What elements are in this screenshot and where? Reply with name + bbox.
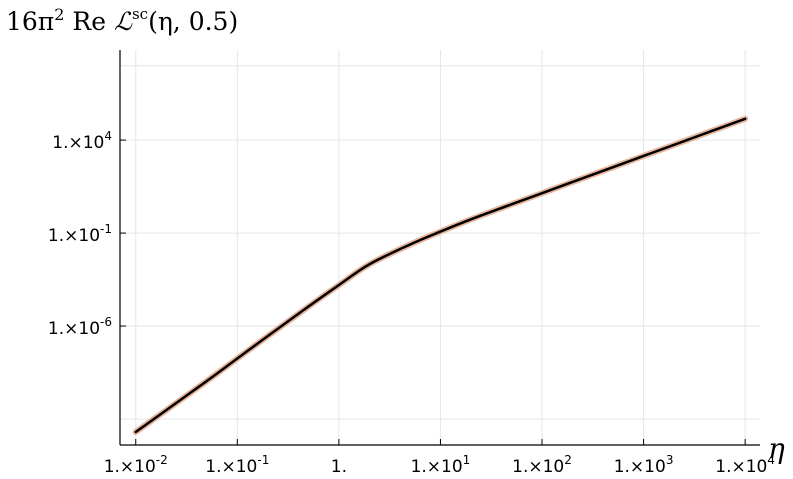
grid-lines xyxy=(120,50,760,445)
y-tick-label: 1.×104 xyxy=(52,129,112,153)
data-point xyxy=(612,166,614,168)
x-tick-label: 1. xyxy=(331,457,347,477)
x-tick-label: 1.×103 xyxy=(614,453,674,477)
x-tick-label: 1.×10-2 xyxy=(104,453,168,477)
data-point xyxy=(338,284,340,286)
data-point xyxy=(206,380,208,382)
data-point xyxy=(409,243,411,246)
y-tick-label: 1.×10-1 xyxy=(48,222,112,246)
data-point xyxy=(642,155,645,157)
x-tick-label: 1.×10-1 xyxy=(205,453,269,477)
data-point xyxy=(236,357,238,360)
data-point xyxy=(571,181,574,183)
data-point xyxy=(267,335,269,337)
ticks xyxy=(120,139,746,445)
data-point xyxy=(673,144,675,146)
data-point xyxy=(470,218,472,220)
data-point xyxy=(368,263,371,265)
x-tick-label: 1.×101 xyxy=(411,453,471,477)
x-tick-label: 1.×102 xyxy=(512,453,572,477)
series-layer xyxy=(132,115,749,435)
tick-labels: 1.×10-2 1.×10-1 1. 1.×101 1.×102 1.×103 1.×104… xyxy=(48,129,775,477)
data-point xyxy=(135,431,137,433)
data-point xyxy=(165,409,167,411)
data-point xyxy=(744,118,746,120)
data-point xyxy=(713,129,716,131)
data-point xyxy=(307,306,309,308)
data-point xyxy=(541,192,543,194)
chart-title: 16π2 Re ℒsc(η, 0.5) xyxy=(6,5,238,36)
x-axis-label: η xyxy=(768,432,785,465)
x-tick-label: 1.×104 xyxy=(715,453,775,477)
data-point xyxy=(439,230,442,233)
y-tick-label: 1.×10-6 xyxy=(48,315,112,339)
data-point xyxy=(510,203,513,205)
